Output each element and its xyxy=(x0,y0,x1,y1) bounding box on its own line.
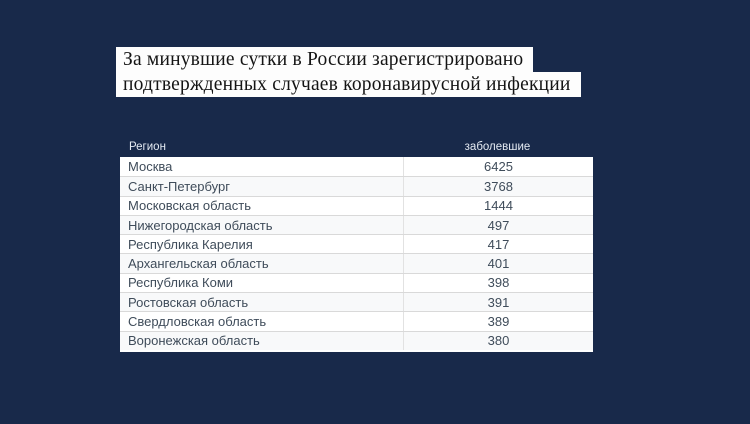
table-row: Московская область 1444 xyxy=(120,195,593,215)
region-cell: Москва xyxy=(128,159,173,175)
cases-cell: 3768 xyxy=(403,177,593,196)
region-cell: Нижегородская область xyxy=(128,217,273,233)
cases-cell: 398 xyxy=(403,273,593,293)
cases-cell: 401 xyxy=(403,254,593,273)
table-body: Москва 6425 Санкт-Петербург 3768 Московс… xyxy=(120,157,593,352)
title-line-2: подтвержденных случаев коронавирусной ин… xyxy=(116,72,581,97)
region-cell: Свердловская область xyxy=(128,314,267,330)
table-row: Республика Карелия 417 xyxy=(120,234,593,254)
region-cell: Республика Карелия xyxy=(128,236,253,252)
table-row: Ростовская область 391 xyxy=(120,292,593,312)
region-cell: Воронежская область xyxy=(128,333,260,349)
header-region-label: Регион xyxy=(129,140,166,153)
regions-table: Регион заболевшие Москва 6425 Санкт-Пете… xyxy=(120,136,593,352)
region-cell: Санкт-Петербург xyxy=(128,178,230,194)
cases-cell: 497 xyxy=(403,215,593,235)
cases-cell: 380 xyxy=(403,331,593,350)
table-row: Республика Коми 398 xyxy=(120,272,593,293)
region-cell: Ростовская область xyxy=(128,294,249,310)
region-cell: Республика Коми xyxy=(128,275,234,291)
cases-cell: 1444 xyxy=(403,196,593,215)
region-cell: Архангельская область xyxy=(128,256,269,272)
region-cell: Московская область xyxy=(128,198,252,214)
table-header: Регион заболевшие xyxy=(120,136,593,157)
cases-cell: 6425 xyxy=(403,157,593,177)
table-row: Москва 6425 xyxy=(120,157,593,177)
table-row: Свердловская область 389 xyxy=(120,311,593,331)
cases-cell: 417 xyxy=(403,235,593,254)
cases-cell: 391 xyxy=(403,293,593,312)
title-block: За минувшие сутки в России зарегистриров… xyxy=(116,47,581,97)
table-row: Нижегородская область 497 xyxy=(120,214,593,235)
header-cases-label: заболевшие xyxy=(464,140,531,153)
cases-cell: 389 xyxy=(403,312,593,331)
title-line-1: За минувшие сутки в России зарегистриров… xyxy=(116,47,534,72)
table-row: Воронежская область 380 xyxy=(120,330,593,350)
table-row: Санкт-Петербург 3768 xyxy=(120,176,593,196)
table-row: Архангельская область 401 xyxy=(120,253,593,273)
